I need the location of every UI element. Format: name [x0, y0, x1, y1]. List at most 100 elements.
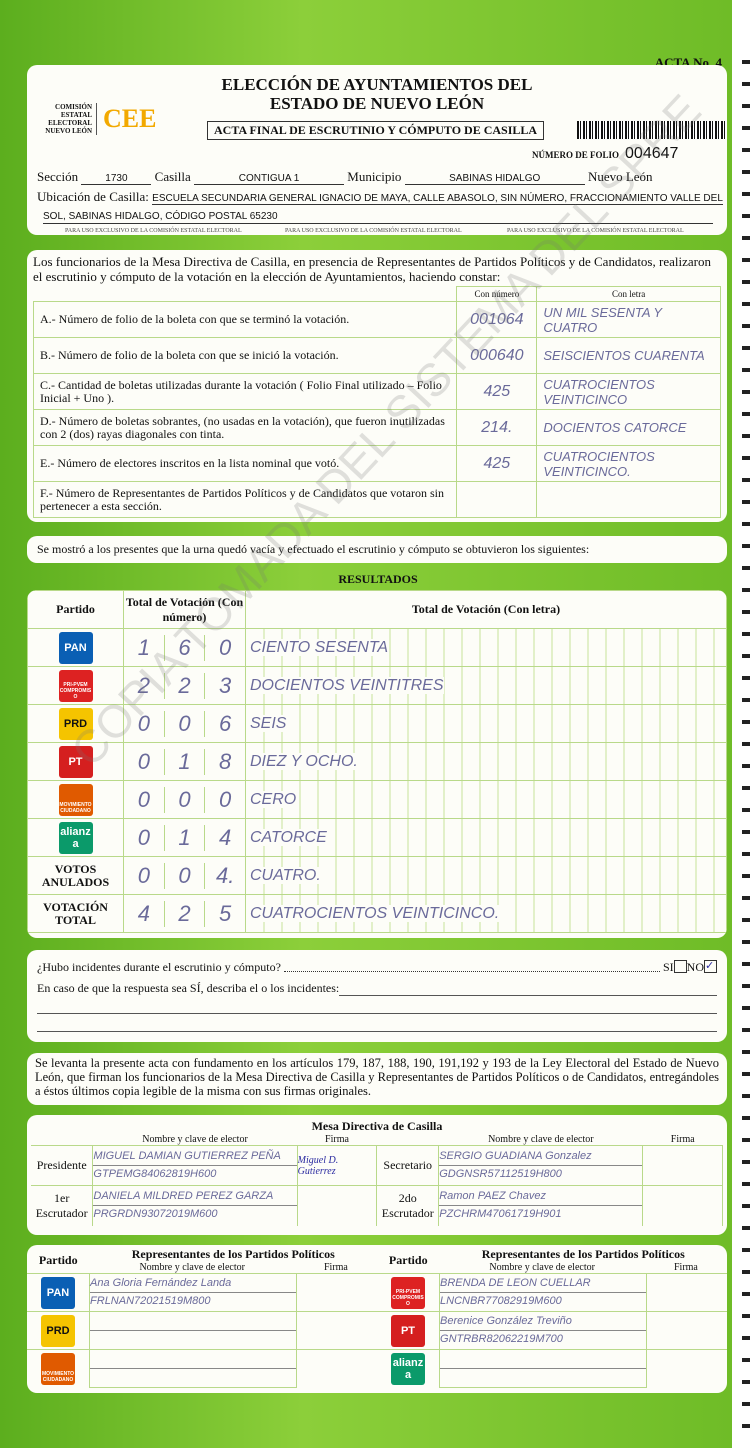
rep-signature[interactable] — [296, 1349, 377, 1388]
rep-signature[interactable] — [646, 1311, 727, 1350]
col-nombre: Nombre y clave de elector — [488, 1134, 594, 1145]
si-checkbox[interactable] — [673, 960, 687, 973]
casilla-label: Casilla — [154, 169, 191, 184]
result-row: PRD 0 0 6 SEIS — [27, 704, 727, 743]
constancia-letra[interactable]: DOCIENTOS CATORCE — [536, 409, 721, 446]
party-logo-icon: PT — [391, 1314, 425, 1347]
mesa-member-name[interactable]: SERGIO GUADIANA Gonzalez — [439, 1148, 643, 1166]
no-checkbox[interactable]: ✓ — [704, 960, 717, 973]
col-firma: Firma — [325, 1134, 349, 1145]
result-digits[interactable]: 0 0 4. — [124, 862, 245, 889]
incidents-line[interactable] — [37, 1014, 717, 1032]
constancia-numero[interactable]: 001064 — [456, 301, 538, 338]
constancia-numero[interactable]: 425 — [456, 373, 538, 410]
result-letra[interactable]: CIENTO SESENTA — [250, 638, 389, 656]
mesa-member-clave[interactable]: PRGRDN93072019M600 — [93, 1208, 218, 1221]
casilla-value: CONTIGUA 1 — [194, 173, 345, 185]
mesa-member-clave[interactable]: PZCHRM47061719H901 — [439, 1208, 562, 1221]
constancia-letra[interactable]: SEISCIENTOS CUARENTA — [536, 337, 721, 374]
constancia-letra[interactable]: CUATROCIENTOS VEINTICINCO — [536, 373, 721, 410]
row-label: VOTOS ANULADOS — [41, 861, 110, 889]
strip-mark — [742, 82, 750, 86]
result-digit: 6 — [163, 634, 205, 661]
rep-clave[interactable] — [90, 1369, 296, 1386]
col-nombre: Nombre y clave de elector — [489, 1262, 595, 1273]
rep-clave[interactable] — [440, 1369, 646, 1386]
strip-mark — [742, 236, 750, 240]
rep-clave[interactable]: GNTRBR82062219M700 — [440, 1333, 563, 1345]
rep-name[interactable] — [90, 1352, 296, 1369]
strip-mark — [742, 1402, 750, 1406]
mesa-member-signature[interactable] — [642, 1145, 723, 1186]
strip-mark — [742, 412, 750, 416]
rep-name[interactable]: BRENDA DE LEON CUELLAR — [440, 1275, 646, 1293]
constancia-label: C.- Cantidad de boletas utilizadas duran… — [32, 373, 458, 410]
result-letra[interactable]: CATORCE — [250, 828, 327, 846]
col-firma: Firma — [670, 1134, 695, 1145]
rep-name[interactable] — [90, 1314, 296, 1331]
constancia-label: D.- Número de boletas sobrantes, (no usa… — [32, 409, 458, 446]
rep-signature[interactable] — [296, 1273, 377, 1312]
strip-mark — [742, 170, 750, 174]
mesa-member-name[interactable]: Ramon PAEZ Chavez — [439, 1188, 643, 1207]
rep-signature[interactable] — [296, 1311, 377, 1350]
rep-name[interactable]: Ana Gloria Fernández Landa — [90, 1275, 296, 1293]
col-firma: Firma — [673, 1262, 698, 1273]
result-letra[interactable]: DIEZ Y OCHO. — [250, 752, 358, 770]
strip-mark — [742, 1424, 750, 1428]
rep-clave[interactable] — [90, 1331, 296, 1348]
mesa-member-clave[interactable]: GTPEMG84062819H600 — [93, 1168, 217, 1180]
constancia-row: D.- Número de boletas sobrantes, (no usa… — [32, 409, 721, 446]
strip-mark — [742, 786, 750, 790]
incidents-line[interactable] — [37, 996, 717, 1014]
result-letra[interactable]: CERO — [250, 790, 297, 808]
party-logo-icon: PAN — [58, 631, 93, 664]
constancia-letra[interactable]: UN MIL SESENTA Y CUATRO — [536, 301, 721, 338]
municipio-value: SABINAS HIDALGO — [404, 173, 585, 185]
result-letra[interactable]: CUATRO. — [250, 866, 321, 884]
result-letra[interactable]: SEIS — [250, 714, 287, 732]
reps-panel: Partido Representantes de los Partidos Po… — [27, 1245, 727, 1393]
strip-mark — [742, 610, 750, 614]
rep-clave[interactable]: FRLNAN72021519M800 — [90, 1295, 211, 1307]
rep-signature[interactable] — [646, 1273, 727, 1312]
result-letra[interactable]: CUATROCIENTOS VEINTICINCO. — [250, 904, 500, 922]
mesa-member-name[interactable]: MIGUEL DAMIAN GUTIERREZ PEÑA — [93, 1148, 297, 1166]
strip-mark — [742, 808, 750, 812]
mesa-member-signature[interactable] — [296, 1185, 378, 1226]
rep-name[interactable] — [440, 1352, 646, 1369]
constancia-numero[interactable]: 425 — [456, 445, 538, 482]
col-partido: Partido — [27, 590, 124, 629]
mesa-member-clave[interactable]: GDGNSR57112519H800 — [439, 1168, 562, 1180]
strip-mark — [742, 214, 750, 218]
mesa-member-name[interactable]: DANIELA MILDRED PEREZ GARZA — [93, 1188, 297, 1207]
incidents-question: ¿Hubo incidentes durante el escrutinio y… — [37, 960, 281, 974]
strip-mark — [742, 1138, 750, 1142]
result-letra[interactable]: DOCIENTOS VEINTITRES — [250, 676, 444, 694]
constancia-letra[interactable]: CUATROCIENTOS VEINTICINCO. — [536, 445, 721, 482]
rep-name[interactable]: Berenice González Treviño — [440, 1313, 646, 1331]
rep-clave[interactable]: LNCNBR77082919M600 — [440, 1295, 562, 1307]
mesa-row: 1er Escrutador DANIELA MILDRED PEREZ GARZ… — [31, 1185, 723, 1226]
mesa-member-signature[interactable] — [642, 1185, 723, 1226]
col-nombre: Nombre y clave de elector — [139, 1262, 245, 1273]
constancia-numero[interactable]: 214. — [456, 409, 538, 446]
strip-mark — [742, 1028, 750, 1032]
party-logo-icon: PRD — [58, 707, 93, 740]
strip-mark — [742, 984, 750, 988]
party-logo-icon: PRD — [41, 1314, 76, 1347]
constancia-numero[interactable] — [456, 481, 538, 518]
rep-signature[interactable] — [646, 1349, 727, 1388]
result-digit: 6 — [204, 710, 245, 737]
constancia-letra[interactable] — [536, 481, 721, 518]
constancia-numero[interactable]: 000640 — [456, 337, 538, 374]
mesa-member-signature[interactable]: Miguel D. Gutierrez — [296, 1145, 378, 1186]
strip-mark — [742, 368, 750, 372]
